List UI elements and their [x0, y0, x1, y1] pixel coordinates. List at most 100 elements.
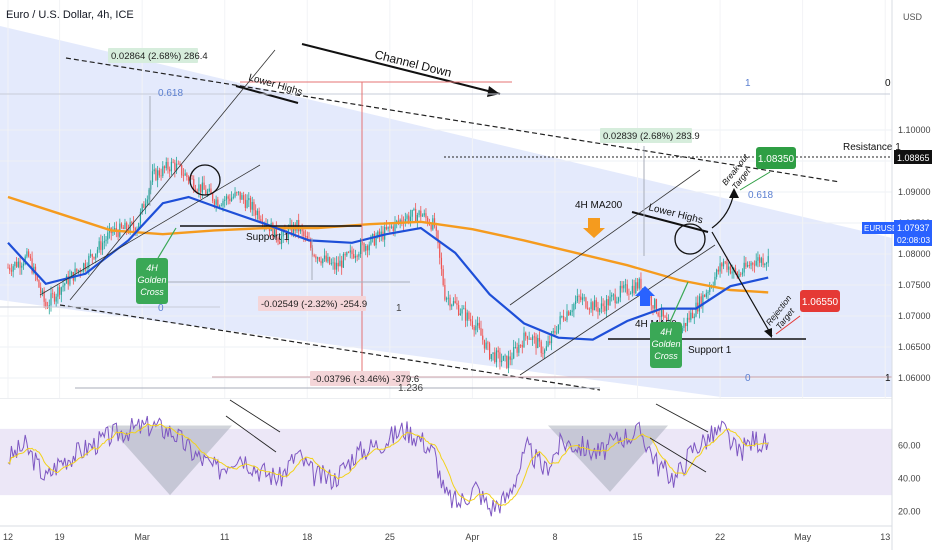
- channel-bottom-dashed: [59, 304, 601, 391]
- candle-body: [256, 210, 258, 216]
- rsi-triangle-pattern-1: [108, 425, 232, 496]
- time-tick-label: 13: [880, 532, 890, 542]
- target-up-bg: [756, 147, 796, 169]
- candle-body: [243, 195, 245, 200]
- candle-body: [21, 265, 23, 268]
- candle-body: [661, 309, 663, 317]
- measure-label-2: 0.02839 (2.68%) 283.9: [603, 131, 700, 142]
- candle-body: [704, 294, 706, 297]
- candle-body: [654, 299, 656, 309]
- candle-body: [476, 322, 479, 326]
- candle-body: [760, 258, 762, 263]
- price-tick-label: 1.07500: [898, 280, 931, 290]
- candle-body: [40, 287, 42, 294]
- candle-body: [31, 258, 33, 273]
- candle-body: [662, 309, 664, 317]
- candle-body: [583, 297, 585, 299]
- candle-body: [60, 287, 62, 295]
- candle-body: [618, 297, 620, 302]
- candle-body: [57, 287, 59, 297]
- candle-body: [581, 297, 584, 300]
- candle-body: [375, 237, 377, 246]
- candle-body: [559, 316, 561, 325]
- candle-body: [145, 203, 147, 208]
- rising-channel-2-bottom: [519, 244, 716, 376]
- candle-body: [666, 317, 668, 321]
- candle-body: [762, 258, 764, 266]
- candle-body: [249, 198, 252, 210]
- rising-channel-2-top: [509, 169, 701, 306]
- candle-body: [143, 204, 145, 208]
- candle-body: [423, 213, 425, 216]
- candle-body: [77, 270, 80, 272]
- candle-body: [62, 285, 64, 288]
- candle-body: [353, 254, 355, 258]
- candle-body: [557, 324, 559, 333]
- candle-body: [38, 279, 40, 288]
- candle-body: [507, 356, 510, 368]
- candle-body: [430, 224, 432, 230]
- candle-body: [146, 199, 148, 204]
- candle-body: [568, 311, 570, 316]
- candle-body: [489, 343, 491, 360]
- candle-body: [227, 196, 229, 199]
- candle-body: [41, 290, 43, 294]
- candle-body: [624, 284, 627, 286]
- candle-body: [225, 196, 228, 200]
- candle-body: [188, 177, 190, 181]
- candle-body: [729, 266, 731, 274]
- candle-body: [590, 302, 592, 309]
- candle-body: [218, 205, 221, 207]
- candle-body: [406, 215, 408, 219]
- candle-body: [495, 350, 498, 363]
- candle-body: [600, 303, 602, 309]
- candle-body: [530, 338, 532, 340]
- candle-body: [272, 223, 274, 237]
- candle-body: [65, 276, 68, 284]
- candle-body: [449, 297, 451, 307]
- target-up-label: 1.08350: [758, 154, 795, 165]
- candle-body: [561, 316, 563, 317]
- candle-body: [368, 244, 370, 251]
- candle-body: [408, 215, 410, 222]
- candle-body: [501, 360, 503, 363]
- candle-body: [196, 190, 198, 192]
- time-tick-label: 25: [385, 532, 395, 542]
- candle-body: [96, 249, 99, 254]
- candle-body: [573, 304, 575, 311]
- candle-body: [84, 263, 86, 269]
- candle-body: [702, 294, 704, 307]
- candle-body: [373, 233, 375, 246]
- candle-body: [155, 169, 157, 181]
- rejection-arrow-line: [711, 231, 773, 337]
- candle-body: [470, 319, 472, 322]
- candle-body: [575, 301, 577, 305]
- candle-body: [437, 230, 439, 244]
- channel-top-dashed: [65, 57, 841, 183]
- rsi-trend-2a: [655, 403, 709, 433]
- candle-body: [241, 195, 243, 200]
- candle-body: [652, 305, 654, 309]
- rsi-band: [0, 428, 892, 496]
- candle-body: [748, 265, 750, 266]
- candle-body: [599, 308, 601, 312]
- candle-body: [358, 253, 360, 257]
- rsi-trend-1a: [229, 399, 281, 433]
- currency-label[interactable]: USD: [903, 12, 923, 22]
- candle-body: [356, 255, 358, 257]
- candle-body: [516, 347, 518, 353]
- candle-body: [640, 278, 642, 289]
- candle-body: [153, 169, 155, 172]
- channel-down-arrow-line: [301, 43, 501, 95]
- rsi-line: [7, 415, 769, 517]
- candle-body: [234, 192, 236, 197]
- candle-body: [322, 258, 324, 264]
- breakout-arrowhead: [729, 188, 739, 198]
- candle-body: [239, 191, 241, 200]
- candle-body: [260, 219, 262, 222]
- target-down-bg: [800, 290, 840, 312]
- candle-body: [612, 294, 615, 296]
- candle-body: [413, 208, 415, 210]
